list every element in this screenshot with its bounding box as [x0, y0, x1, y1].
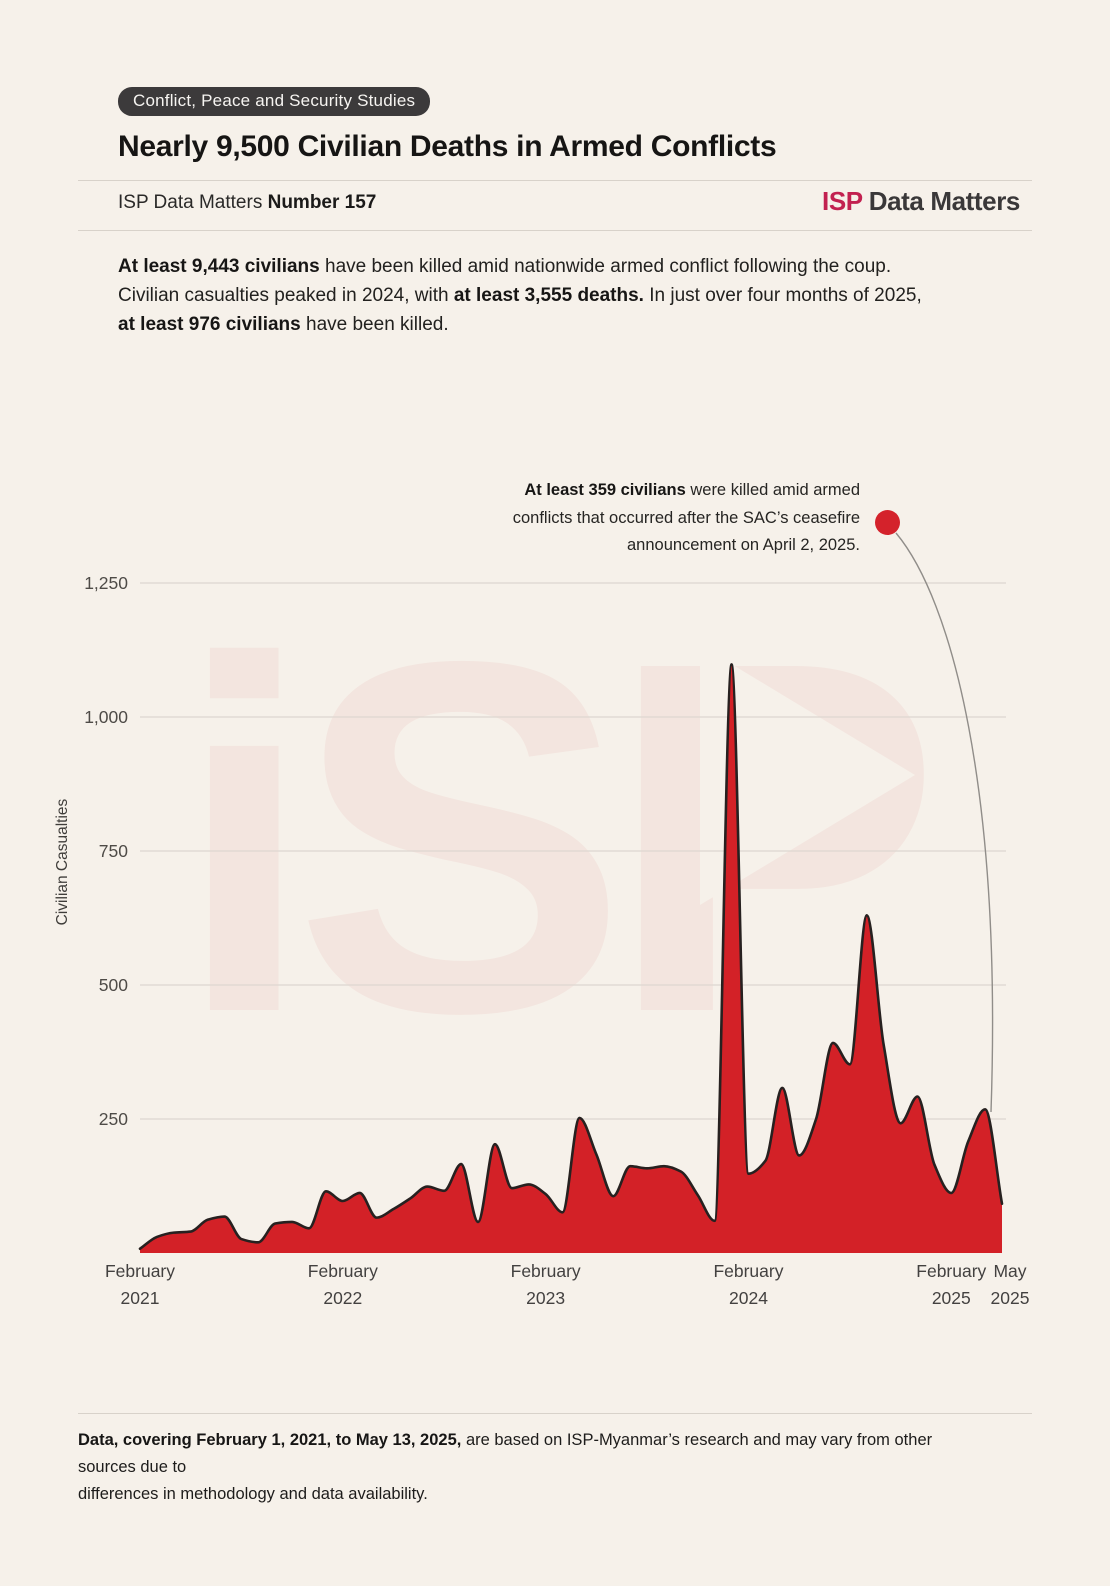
annotation-marker-dot — [875, 510, 900, 535]
issue-series-label: ISP Data Matters — [118, 192, 263, 213]
casualties-area-fill — [140, 664, 1002, 1253]
isp-watermark: iSP — [175, 557, 928, 1116]
y-tick-label-250: 250 — [99, 1109, 128, 1129]
logo-isp-text: ISP — [822, 186, 863, 216]
casualties-area-chart: iSP 250 500 750 1,000 1,250 Civilian Casualti… — [54, 532, 1029, 1308]
annotation-leader-line — [895, 532, 994, 1113]
x-tick-year-2021: 2021 — [121, 1288, 160, 1308]
y-tick-label-500: 500 — [99, 975, 128, 995]
x-tick-month-2025: February — [916, 1261, 986, 1281]
x-tick-month-2022: February — [308, 1261, 378, 1281]
area-series-group — [138, 663, 1004, 1253]
intro-paragraph: At least 9,443 civilians have been kille… — [118, 256, 922, 335]
x-axis-labels-group: February 2021 February 2022 February 2023 Febr… — [105, 1261, 1029, 1308]
x-tick-year-2023: 2023 — [526, 1288, 565, 1308]
watermark-play-arrow — [700, 645, 915, 905]
page-title: Nearly 9,500 Civilian Deaths in Armed Co… — [118, 130, 777, 163]
isp-data-matters-logo: ISP Data Matters — [822, 186, 1020, 217]
x-tick-year-2025: 2025 — [932, 1288, 971, 1308]
x-tick-month-2023: February — [511, 1261, 581, 1281]
x-tick-month-2024: February — [713, 1261, 783, 1281]
divider-under-issue — [78, 230, 1032, 231]
y-axis-labels-group: 250 500 750 1,000 1,250 Civilian Casualties — [54, 573, 128, 1129]
x-tick-year-2025: 2025 — [991, 1288, 1030, 1308]
casualties-area-outline — [138, 663, 1004, 1251]
y-axis-title: Civilian Casualties — [54, 798, 71, 925]
divider-top — [78, 180, 1032, 181]
divider-footer — [78, 1413, 1032, 1414]
issue-line: ISP Data Matters Number 157 — [118, 192, 376, 214]
category-badge: Conflict, Peace and Security Studies — [118, 87, 431, 116]
logo-rest-text: Data Matters — [868, 186, 1021, 216]
footer-note: Data, covering February 1, 2021, to May … — [78, 1431, 933, 1503]
x-tick-year-2024: 2024 — [729, 1288, 768, 1308]
ceasefire-annotation: At least 359 civilians were killed amid … — [512, 481, 860, 554]
category-badge-label: Conflict, Peace and Security Studies — [133, 91, 416, 110]
x-tick-month-2025: May — [993, 1261, 1026, 1281]
issue-number: Number 157 — [267, 192, 377, 213]
y-tick-label-1250: 1,250 — [84, 573, 128, 593]
x-tick-year-2022: 2022 — [323, 1288, 362, 1308]
y-tick-label-750: 750 — [99, 841, 128, 861]
x-tick-month-2021: February — [105, 1261, 175, 1281]
y-tick-label-1000: 1,000 — [84, 707, 128, 727]
